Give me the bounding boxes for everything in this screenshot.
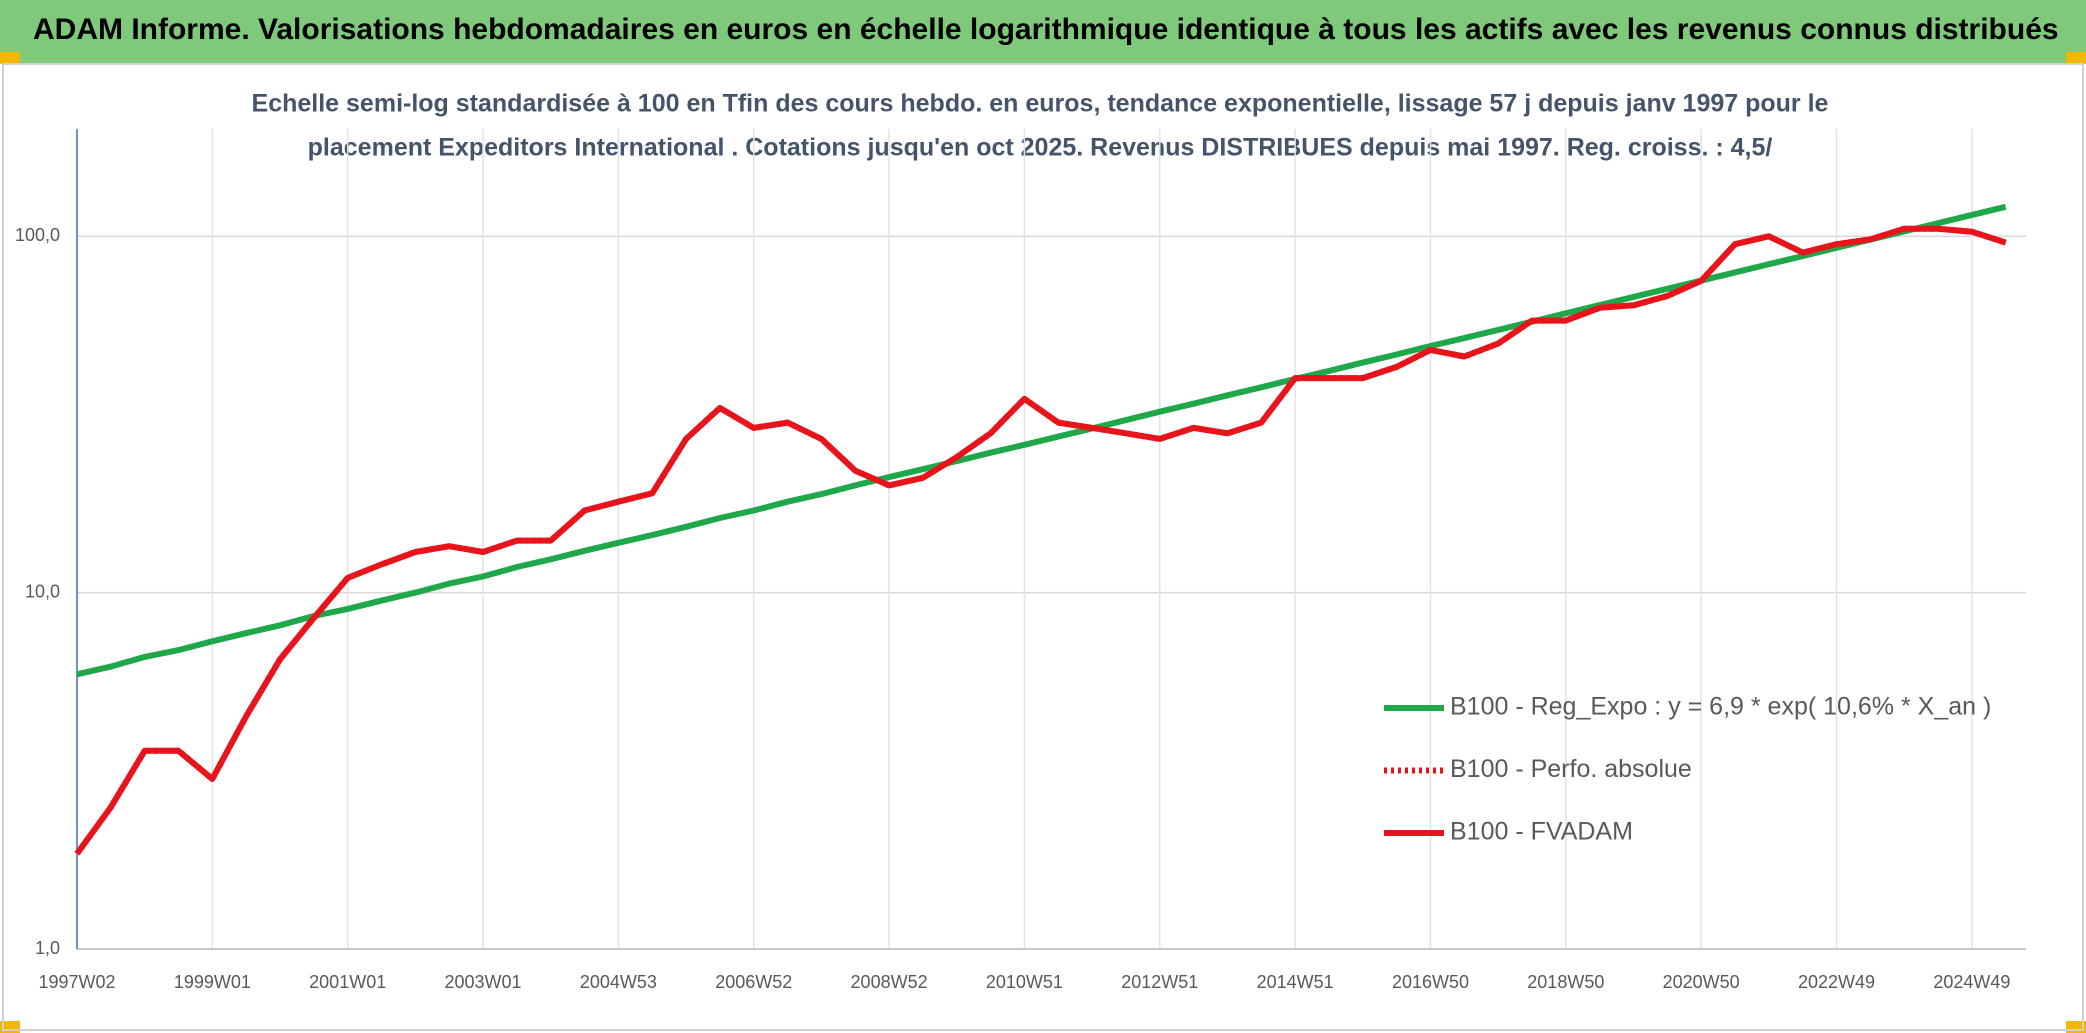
x-tick-label: 2014W51 [1257, 972, 1334, 992]
series-line [74, 225, 2007, 856]
x-tick-label: 2001W01 [309, 972, 386, 992]
x-tick-label: 2004W53 [580, 972, 657, 992]
x-tick-label: 2003W01 [445, 972, 522, 992]
x-tick-label: 2006W52 [715, 972, 792, 992]
legend-label: B100 - FVADAM [1450, 818, 1633, 846]
x-tick-label: 1999W01 [174, 972, 251, 992]
y-tick-label: 100,0 [15, 225, 60, 245]
x-tick-label: 2018W50 [1527, 972, 1604, 992]
x-tick-label: 2010W51 [986, 972, 1063, 992]
legend-label: B100 - Perfo. absolue [1450, 755, 1692, 783]
x-tick-label: 2024W49 [1933, 972, 2010, 992]
x-tick-label: 1997W02 [38, 972, 115, 992]
x-tick-label: 2012W51 [1121, 972, 1198, 992]
frame [2, 63, 2084, 1031]
chart-subtitle: placement Expeditors International . Cot… [308, 134, 1773, 162]
corner [0, 52, 20, 64]
corner [2066, 52, 2086, 64]
header-title: ADAM Informe. Valorisations hebdomadaire… [33, 13, 2059, 46]
x-tick-label: 2020W50 [1663, 972, 1740, 992]
x-tick-label: 2016W50 [1392, 972, 1469, 992]
x-tick-label: 2022W49 [1798, 972, 1875, 992]
x-tick-label: 2008W52 [851, 972, 928, 992]
header-band [0, 0, 2086, 63]
y-tick-label: 10,0 [25, 581, 60, 601]
y-tick-label: 1,0 [35, 938, 60, 958]
legend-label: B100 - Reg_Expo : y = 6,9 * exp( 10,6% *… [1450, 693, 1991, 721]
series-line [76, 203, 2007, 678]
chart-subtitle: Echelle semi-log standardisée à 100 en T… [252, 90, 1829, 118]
